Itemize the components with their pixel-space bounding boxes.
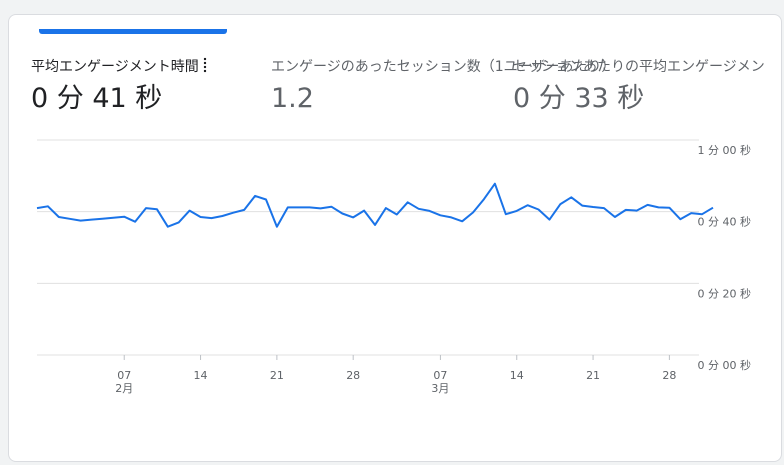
x-tick-month-label: 3月 — [431, 382, 449, 395]
y-tick-label: 0 分 20 秒 — [698, 286, 752, 300]
metric-tab-avg-engagement-per-session[interactable]: セッションあたりの平均エンゲージメン 0 分 33 秒 — [513, 57, 765, 119]
more-info-icon[interactable] — [202, 57, 207, 73]
y-tick-label: 1 分 00 秒 — [698, 143, 752, 157]
metric-value: 0 分 41 秒 — [31, 83, 163, 114]
x-tick-month-label: 2月 — [115, 382, 133, 395]
engagement-overview-card: 平均エンゲージメント時間 0 分 41 秒 エンゲージのあったセッション数（1ユ… — [8, 14, 782, 462]
y-tick-label: 0 分 40 秒 — [698, 215, 752, 229]
x-tick-label: 28 — [346, 369, 360, 382]
x-tick-label: 07 — [117, 369, 131, 382]
x-tick-label: 21 — [586, 369, 600, 382]
x-tick-label: 07 — [433, 369, 447, 382]
metric-tab-avg-engagement-time[interactable]: 平均エンゲージメント時間 0 分 41 秒 — [31, 57, 207, 119]
series-line — [36, 182, 714, 228]
x-tick-label: 28 — [662, 369, 676, 382]
x-tick-label: 21 — [270, 369, 284, 382]
selected-metric-indicator — [39, 29, 227, 34]
metric-label: 平均エンゲージメント時間 — [31, 57, 207, 77]
metric-value: 1.2 — [271, 83, 314, 114]
y-tick-label: 0 分 00 秒 — [698, 358, 752, 372]
metric-label: セッションあたりの平均エンゲージメン — [513, 59, 765, 75]
x-tick-label: 14 — [510, 369, 524, 382]
metric-label: エンゲージのあったセッション数（1ユーザーあたり） — [271, 59, 616, 75]
x-tick-label: 14 — [194, 369, 208, 382]
metric-tab-engaged-sessions-per-user[interactable]: エンゲージのあったセッション数（1ユーザーあたり） 1.2 — [271, 57, 615, 119]
metric-value: 0 分 33 秒 — [513, 83, 645, 114]
